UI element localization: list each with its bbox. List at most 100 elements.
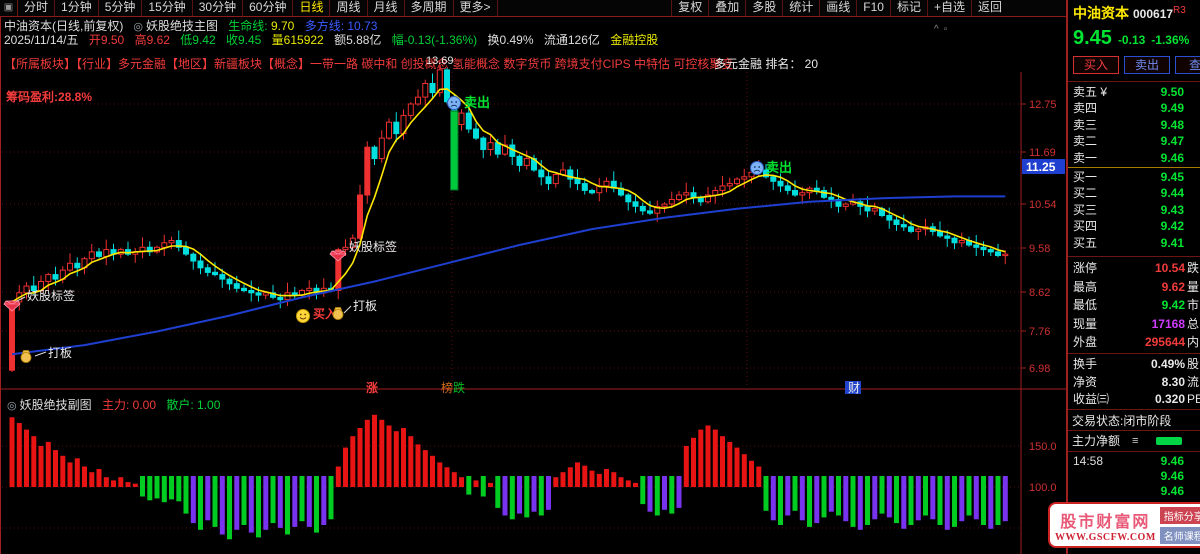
ask-row-5[interactable]: 卖五 ¥ 9.50: [1068, 84, 1200, 100]
menu-item-统计[interactable]: 统计: [782, 0, 819, 16]
menu-item-返回[interactable]: 返回: [970, 0, 1008, 16]
bid-row-4[interactable]: 买四 9.42: [1068, 218, 1200, 234]
bid-row-5[interactable]: 买五 9.41: [1068, 235, 1200, 251]
svg-text:100.0: 100.0: [1029, 482, 1057, 494]
menu-item-画线[interactable]: 画线: [819, 0, 856, 16]
menu-item-多周期[interactable]: 多周期: [405, 0, 454, 16]
ask-row-2[interactable]: 卖二 9.47: [1068, 133, 1200, 149]
main-net-flow-row[interactable]: 主力净额 ≡: [1068, 433, 1200, 449]
main-net-flow-label: 主力净额: [1072, 434, 1121, 448]
ask-row-3[interactable]: 卖三 9.48: [1068, 117, 1200, 133]
menu-item-周线[interactable]: 周线: [330, 0, 368, 16]
bid-row-2[interactable]: 买二 9.44: [1068, 185, 1200, 201]
svg-text:6.98: 6.98: [1029, 363, 1050, 375]
stat-row: 外盘 295644 内: [1068, 334, 1200, 353]
menu-item-5分钟[interactable]: 5分钟: [99, 0, 143, 16]
svg-text:10.54: 10.54: [1029, 199, 1057, 211]
stat-cut-label: 内: [1187, 335, 1200, 350]
watermark-text: 股市财富网 WWW.GSCFW.COM: [1055, 508, 1156, 543]
bid-row-3[interactable]: 买三 9.43: [1068, 202, 1200, 218]
plate-text[interactable]: 【所属板块】【行业】多元金融【地区】新疆板块【概念】一带一路 碳中和 创投概念 …: [4, 57, 734, 71]
menu-item-月线[interactable]: 月线: [368, 0, 405, 16]
tag-cai-bg[interactable]: [845, 381, 861, 394]
save-layout-icon[interactable]: ▫: [943, 24, 953, 35]
tag-die[interactable]: 跌: [453, 380, 465, 395]
sad-face-icon: [750, 161, 764, 175]
collapse-circle-icon[interactable]: ◎: [7, 400, 17, 412]
menu-item-30分钟[interactable]: 30分钟: [193, 0, 244, 16]
menu-item-分时[interactable]: 分时: [18, 0, 56, 16]
money-bag-icon: [20, 350, 32, 363]
high-value: 高9.62: [134, 33, 170, 47]
sub-indicator-name[interactable]: 妖股绝技副图: [19, 398, 92, 412]
ask-row-5-price: 9.50: [1160, 85, 1184, 99]
ask-row-1-label: 卖一: [1073, 150, 1098, 165]
bid-row-1[interactable]: 买一 9.45: [1068, 169, 1200, 185]
menu-item-复权[interactable]: 复权: [671, 0, 708, 16]
yaogu-tag-label-1: 妖股标签: [27, 288, 75, 303]
stat-value: 0.320: [1154, 392, 1185, 407]
menu-item-1分钟[interactable]: 1分钟: [55, 0, 99, 16]
ask-row-4-price: 9.49: [1160, 101, 1184, 116]
divider: [1068, 256, 1200, 257]
money-bag-icon: [332, 307, 344, 320]
menu-item-日线[interactable]: 日线: [293, 0, 331, 16]
axis-highlight-box: [1022, 159, 1065, 174]
bid-row-4-label: 买四: [1073, 219, 1098, 234]
duofang-label: 多方线:: [304, 19, 345, 33]
tag-zhang[interactable]: 涨: [366, 380, 378, 395]
stat-cut-label: 量: [1187, 279, 1200, 294]
menu-item-+自选[interactable]: +自选: [926, 0, 971, 16]
stat-row: 最低 9.42 市: [1068, 297, 1200, 316]
stat-value: 0.49%: [1150, 357, 1185, 371]
ask-row-4[interactable]: 卖四 9.49: [1068, 100, 1200, 116]
tool-menu: 复权 叠加 多股 统计 画线 F10 标记 +自选 返回: [671, 0, 1008, 16]
stat-row: 现量 17168 总: [1068, 316, 1200, 335]
query-button[interactable]: 查: [1175, 56, 1200, 74]
menu-item-多股[interactable]: 多股: [745, 0, 782, 16]
indicator-share-badge[interactable]: 指标分享: [1159, 506, 1200, 524]
chart-area[interactable]: 12.75 11.69 10.54 9.58 8.62 7.76 6.98 150.0 100.…: [0, 0, 1068, 554]
tick-price: 9.46: [1160, 469, 1184, 483]
window-icon[interactable]: ▣: [0, 0, 18, 16]
book-divider: [1068, 166, 1200, 168]
life-line-value: 9.70: [270, 19, 295, 33]
close-value: 收9.45: [225, 33, 262, 47]
menu-item-叠加[interactable]: 叠加: [708, 0, 745, 16]
stat-row: 收益㈢ 0.320PE: [1068, 391, 1200, 409]
stat-label: 现量: [1073, 316, 1098, 331]
bid-row-2-label: 买二: [1073, 186, 1098, 201]
bid-row-5-label: 买五: [1073, 235, 1098, 250]
menu-item-更多>[interactable]: 更多>: [454, 0, 498, 16]
stat-cut-label: 股: [1187, 357, 1200, 371]
ask-row-1-price: 9.46: [1160, 150, 1184, 165]
menu-item-60分钟[interactable]: 60分钟: [243, 0, 294, 16]
stat-row: 净资 8.30 流: [1068, 374, 1200, 392]
ask-row-1[interactable]: 卖一 9.46: [1068, 150, 1200, 166]
daban-arrow-1: [34, 351, 47, 357]
gem-icon: [329, 250, 347, 262]
tag-bang[interactable]: 榜: [441, 380, 453, 395]
tag-cai[interactable]: 财: [848, 381, 860, 395]
buy-button[interactable]: 买入: [1073, 56, 1120, 74]
divider: [1068, 81, 1200, 82]
collapse-circle-icon[interactable]: ◎: [133, 21, 143, 33]
top-menu-bar: ▣ 分时 1分钟 5分钟 15分钟 30分钟 60分钟 日线 周线 月线 多周期 更多> 复权 叠加多…: [0, 0, 1066, 17]
stat-value: 295644: [1144, 335, 1185, 350]
stat-label: 换手: [1073, 357, 1098, 371]
sell-signal-label-2: 卖出: [766, 160, 792, 175]
menu-item-15分钟[interactable]: 15分钟: [142, 0, 193, 16]
tick-row: 14:58 9.46: [1068, 454, 1200, 469]
stat-value: 9.62: [1161, 279, 1185, 294]
bid-row-3-label: 买三: [1073, 202, 1098, 217]
collapse-up-icon[interactable]: ^: [934, 24, 944, 35]
stat-cut-label: 流: [1187, 374, 1200, 389]
main-indicator-name[interactable]: 妖股绝技主图: [145, 19, 218, 33]
panel-header: 中油资本 000617R3: [1073, 3, 1186, 23]
menu-item-标记[interactable]: 标记: [889, 0, 927, 16]
chart-canvas: 12.75 11.69 10.54 9.58 8.62 7.76 6.98 150.0 100.…: [2, 61, 1057, 540]
teacher-course-badge[interactable]: 名师课程: [1159, 526, 1200, 544]
menu-item-F10[interactable]: F10: [856, 0, 890, 16]
sell-button[interactable]: 卖出: [1124, 56, 1171, 74]
